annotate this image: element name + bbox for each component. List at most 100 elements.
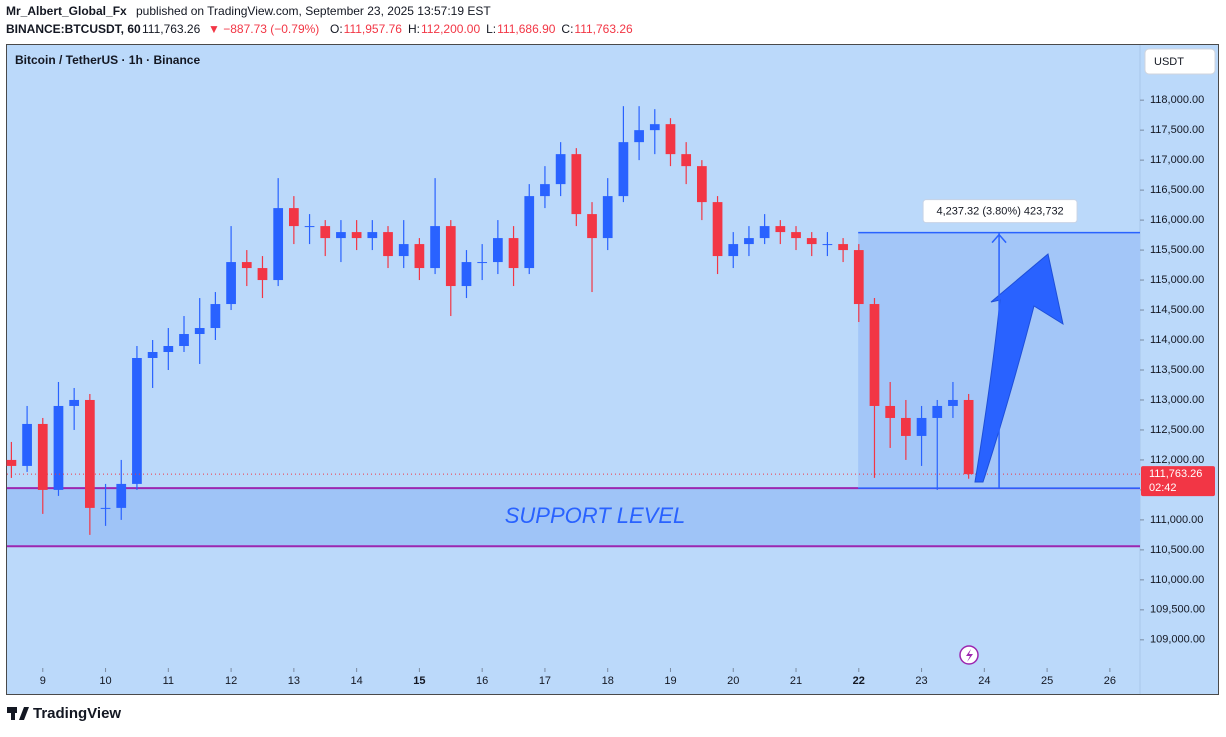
y-tick-label: 115,000.00 bbox=[1150, 274, 1204, 286]
candle-body bbox=[822, 244, 833, 246]
candle-body bbox=[744, 238, 754, 245]
x-tick-label: 24 bbox=[978, 675, 990, 687]
y-tick-label: 110,000.00 bbox=[1150, 574, 1204, 586]
last-price-label: 111,763.26 bbox=[1149, 468, 1202, 480]
candle-body bbox=[210, 304, 221, 329]
candle-body bbox=[69, 399, 80, 406]
candle-body bbox=[791, 232, 801, 239]
x-tick-label: 20 bbox=[727, 675, 739, 687]
candle-body bbox=[571, 154, 582, 215]
support-zone bbox=[7, 488, 1140, 547]
candle-body bbox=[508, 238, 519, 269]
y-tick-label: 112,000.00 bbox=[1150, 454, 1204, 466]
candle-body bbox=[869, 304, 880, 406]
x-tick-label: 25 bbox=[1041, 675, 1053, 687]
x-tick-label: 12 bbox=[225, 675, 237, 687]
candle-body bbox=[759, 226, 770, 239]
y-tick-label: 110,500.00 bbox=[1150, 544, 1204, 556]
x-tick-label: 19 bbox=[664, 675, 676, 687]
candle-body bbox=[853, 250, 864, 305]
candle-body bbox=[477, 262, 488, 264]
candle-body bbox=[273, 208, 284, 281]
candle-body bbox=[194, 328, 205, 335]
chart-title: Bitcoin / TetherUS · 1h · Binance bbox=[15, 53, 200, 67]
candle-body bbox=[304, 226, 315, 228]
ohlc-value: 111,763.26 bbox=[574, 22, 633, 36]
candle-body bbox=[492, 238, 503, 263]
candle-body bbox=[885, 405, 896, 418]
x-tick-label: 22 bbox=[853, 675, 865, 687]
candle-body bbox=[602, 196, 613, 239]
candle-body bbox=[838, 244, 848, 251]
ohlc-value: 111,686.90 bbox=[497, 22, 556, 36]
candle-body bbox=[226, 262, 236, 305]
x-tick-label: 16 bbox=[476, 675, 488, 687]
x-tick-label: 21 bbox=[790, 675, 802, 687]
candle-body bbox=[383, 232, 393, 257]
candle-body bbox=[461, 262, 472, 287]
y-tick-label: 112,500.00 bbox=[1150, 424, 1204, 436]
candle-body bbox=[963, 399, 974, 475]
x-tick-label: 13 bbox=[288, 675, 300, 687]
measure-label-box bbox=[922, 199, 1078, 224]
candle-body bbox=[665, 124, 676, 155]
symbol: BINANCE:BTCUSDT, 60 bbox=[6, 22, 141, 36]
countdown: 02:42 bbox=[1149, 482, 1177, 494]
candle-body bbox=[916, 417, 927, 436]
y-tick-label: 114,500.00 bbox=[1150, 304, 1204, 316]
event-icon-bolt bbox=[966, 649, 973, 662]
candle-body bbox=[587, 214, 597, 239]
candle-body bbox=[257, 268, 268, 281]
y-tick-label: 116,500.00 bbox=[1150, 184, 1204, 196]
candle-body bbox=[336, 232, 346, 239]
y-tick-label: 111,000.00 bbox=[1150, 514, 1203, 526]
candle-body bbox=[22, 423, 32, 466]
currency-button[interactable] bbox=[1144, 48, 1216, 75]
candle-body bbox=[367, 232, 378, 239]
candle-body bbox=[6, 459, 17, 466]
last-price-tag bbox=[1141, 466, 1215, 497]
published: published on TradingView.com, September … bbox=[136, 4, 491, 18]
y-tick-label: 114,000.00 bbox=[1150, 334, 1204, 346]
candle-body bbox=[728, 244, 739, 257]
y-tick-label: 116,000.00 bbox=[1150, 214, 1204, 226]
y-tick-label: 109,500.00 bbox=[1150, 604, 1205, 616]
candle-body bbox=[948, 399, 958, 406]
candle-body bbox=[147, 352, 158, 358]
candle-body bbox=[241, 262, 252, 269]
candle-body bbox=[37, 423, 48, 490]
y-tick-label: 117,000.00 bbox=[1150, 154, 1204, 166]
change: ▼ −887.73 (−0.79%) bbox=[208, 22, 319, 36]
candle-body bbox=[84, 399, 95, 508]
candle-body bbox=[540, 184, 550, 197]
y-tick-label: 113,500.00 bbox=[1150, 364, 1204, 376]
candle-body bbox=[53, 405, 64, 490]
candle-body bbox=[775, 226, 786, 233]
x-tick-label: 15 bbox=[413, 675, 425, 687]
x-tick-label: 17 bbox=[539, 675, 551, 687]
measure-arrowhead bbox=[991, 233, 1007, 244]
candle-body bbox=[697, 166, 707, 203]
x-tick-label: 10 bbox=[99, 675, 111, 687]
ohlc-key: L: bbox=[486, 22, 496, 36]
x-tick-label: 9 bbox=[40, 675, 46, 687]
logo-mark bbox=[19, 707, 29, 720]
support-label: SUPPORT LEVEL bbox=[505, 503, 686, 528]
candle-body bbox=[100, 507, 111, 509]
candle-body bbox=[634, 130, 644, 143]
candle-body bbox=[163, 346, 174, 353]
candle-body bbox=[351, 232, 362, 239]
candle-body bbox=[288, 208, 299, 227]
candle-body bbox=[712, 202, 723, 257]
ohlc-value: 111,957.76 bbox=[344, 22, 403, 36]
candle-body bbox=[524, 196, 535, 269]
y-tick-label: 118,000.00 bbox=[1150, 94, 1204, 106]
candle-body bbox=[132, 357, 142, 484]
candle-body bbox=[179, 334, 189, 347]
measure-label: 4,237.32 (3.80%) 423,732 bbox=[936, 206, 1063, 218]
logo: TradingView bbox=[7, 705, 121, 722]
candle-body bbox=[555, 154, 566, 185]
logo-mark bbox=[11, 707, 15, 720]
x-tick-label: 18 bbox=[602, 675, 614, 687]
